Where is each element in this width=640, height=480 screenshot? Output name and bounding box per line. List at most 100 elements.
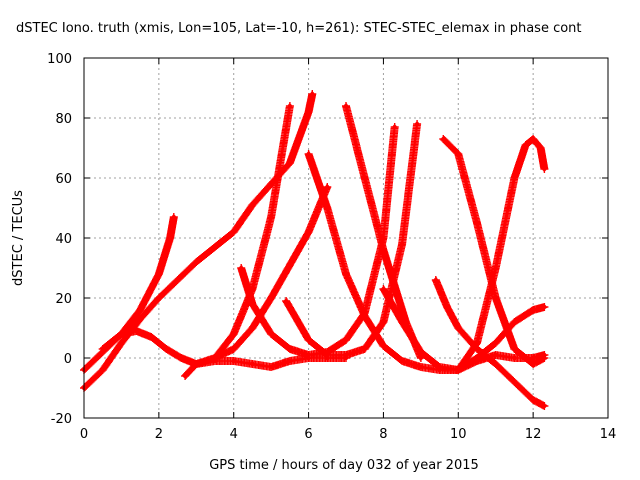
data-point <box>381 286 386 292</box>
data-point <box>306 337 311 343</box>
data-point <box>512 379 517 385</box>
data-point <box>182 373 188 379</box>
y-tick-label: 40 <box>55 232 72 247</box>
data-point <box>179 355 184 361</box>
data-point <box>250 361 255 367</box>
x-tick-label: 10 <box>450 427 467 442</box>
data-point <box>493 265 498 271</box>
data-point <box>156 295 162 301</box>
data-point <box>512 346 517 352</box>
x-tick-label: 8 <box>379 427 387 442</box>
data-point <box>437 364 442 370</box>
data-point <box>418 349 424 355</box>
x-tick-label: 14 <box>600 427 617 442</box>
chart-title: dSTEC Iono. truth (xmis, Lon=105, Lat=-1… <box>16 21 582 36</box>
data-point <box>137 307 143 313</box>
data-point <box>164 346 169 352</box>
data-point <box>167 235 173 241</box>
data-point <box>530 136 536 142</box>
series-4 <box>181 183 332 380</box>
data-point <box>306 151 311 157</box>
y-tick-label: 80 <box>55 112 72 127</box>
data-point <box>268 295 274 301</box>
data-point <box>231 358 236 364</box>
data-point <box>418 364 424 370</box>
data-point <box>474 220 480 226</box>
data-point <box>137 316 143 322</box>
data-point <box>530 397 536 403</box>
data-point <box>268 331 274 337</box>
data-point <box>444 304 450 310</box>
data-point <box>530 361 536 367</box>
series-12 <box>439 135 549 368</box>
data-point <box>542 166 547 172</box>
x-tick-label: 2 <box>155 427 163 442</box>
data-point <box>493 361 498 367</box>
data-point <box>287 160 293 166</box>
data-point <box>530 307 536 313</box>
y-axis-label: dSTEC / TECUs <box>11 190 26 286</box>
series-13 <box>454 135 549 374</box>
data-point <box>149 334 154 340</box>
data-point <box>119 331 124 337</box>
y-tick-label: 20 <box>55 292 72 307</box>
data-point <box>212 355 218 361</box>
data-point <box>325 205 330 211</box>
data-point <box>287 262 293 268</box>
data-point <box>194 259 199 265</box>
data-point <box>414 121 420 127</box>
data-point <box>493 295 498 301</box>
data-point <box>268 214 274 220</box>
data-point <box>441 136 446 142</box>
data-point <box>392 283 397 289</box>
data-point <box>362 313 367 319</box>
data-point <box>100 367 105 373</box>
data-point <box>306 109 311 115</box>
data-point <box>493 352 498 358</box>
x-tick-label: 12 <box>525 427 542 442</box>
data-point <box>287 346 293 352</box>
data-point <box>392 124 397 130</box>
data-point <box>287 103 293 109</box>
data-point <box>456 325 461 331</box>
data-point <box>231 346 236 352</box>
series-11 <box>431 276 549 410</box>
data-point <box>134 328 139 334</box>
data-point <box>456 367 461 373</box>
data-point <box>306 352 311 358</box>
data-point <box>100 346 105 352</box>
y-tick-label: 100 <box>47 52 72 67</box>
data-point <box>381 247 386 253</box>
data-point <box>171 214 177 220</box>
data-point <box>542 304 547 310</box>
data-point <box>362 346 367 352</box>
y-tick-label: -20 <box>51 412 72 427</box>
data-point <box>512 175 517 181</box>
data-point <box>306 229 311 235</box>
data-point <box>250 202 255 208</box>
data-point <box>250 325 255 331</box>
data-point <box>325 352 330 358</box>
data-point <box>239 265 244 271</box>
data-point <box>156 271 162 277</box>
data-series <box>80 90 549 410</box>
x-tick-label: 6 <box>304 427 312 442</box>
data-point <box>474 340 480 346</box>
data-point <box>343 352 349 358</box>
x-tick-label: 0 <box>80 427 88 442</box>
data-point <box>474 355 480 361</box>
data-point <box>493 340 498 346</box>
axis-ticks: 0 2 4 6 8 10 12 14 -20 0 20 40 60 80 100 <box>47 52 616 442</box>
data-point <box>542 403 547 409</box>
data-point <box>250 301 255 307</box>
data-point <box>325 184 330 190</box>
data-point <box>310 91 315 97</box>
data-point <box>175 277 180 283</box>
y-tick-label: 60 <box>55 172 72 187</box>
data-point <box>523 142 528 148</box>
data-point <box>231 331 236 337</box>
data-point <box>542 355 547 361</box>
data-point <box>343 103 349 109</box>
data-point <box>287 358 293 364</box>
